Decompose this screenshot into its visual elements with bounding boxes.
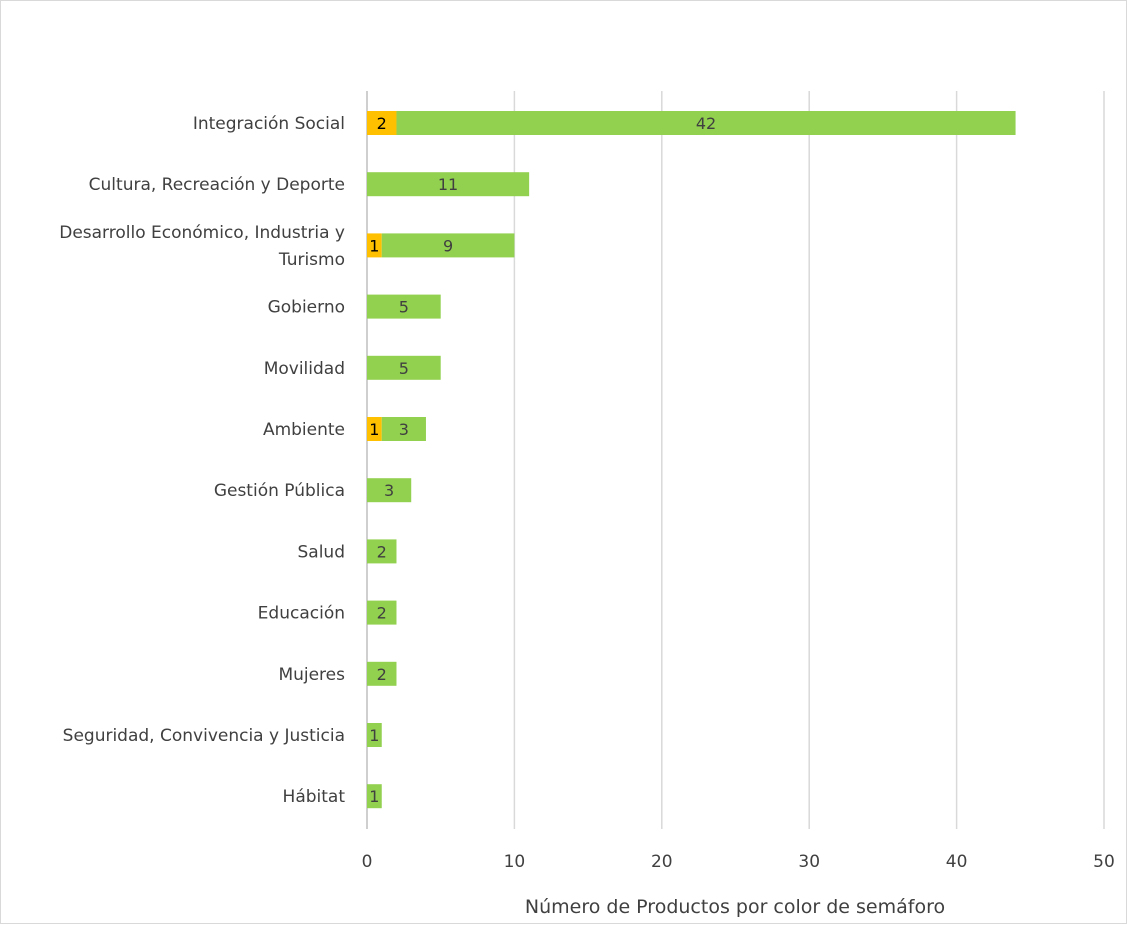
category-label: Hábitat [283,787,346,807]
category-label: Desarrollo Económico, Industria y [59,223,345,243]
data-label: 11 [438,175,458,194]
bar-segment [396,111,1016,135]
data-label: 5 [399,359,409,378]
data-label: 1 [369,726,379,745]
category-label: Gobierno [268,298,345,318]
data-label: 42 [696,114,716,133]
x-tick-label: 50 [1093,852,1115,872]
bar-segment [367,539,397,564]
bar-segment [367,355,441,380]
bar-segment [381,417,426,441]
category-label: Turismo [278,250,345,270]
category-label: Salud [298,542,346,562]
category-label: Seguridad, Convivencia y Justicia [63,726,345,746]
bar-segment [367,784,382,809]
category-label: Mujeres [278,665,345,685]
bar-segment [367,417,382,441]
bar-segment [367,661,397,686]
x-tick-label: 40 [946,852,968,872]
category-label: Integración Social [193,114,345,134]
data-label: 3 [399,420,409,439]
data-label: 1 [369,236,379,255]
bar-segment [367,294,441,319]
x-axis-title: Número de Productos por color de semáfor… [525,896,945,918]
data-label: 2 [377,665,387,684]
x-tick-label: 30 [798,852,820,872]
category-label: Educación [258,604,345,624]
bar-segment [381,233,515,258]
data-label: 2 [377,114,387,133]
bar-segment [367,478,412,503]
x-tick-label: 0 [362,852,373,872]
bar-segment [367,233,382,258]
data-label: 5 [399,298,409,317]
data-label: 1 [369,420,379,439]
data-label: 2 [377,542,387,561]
bar-segment [367,600,397,625]
category-label: Ambiente [263,420,345,440]
x-tick-label: 10 [504,852,526,872]
category-label: Cultura, Recreación y Deporte [89,175,345,195]
bar-segment [367,172,530,197]
bar-segment [367,111,397,135]
data-label: 3 [384,481,394,500]
data-label: 9 [443,236,453,255]
x-tick-label: 20 [651,852,673,872]
data-label: 1 [369,787,379,806]
bar-segment [367,723,382,747]
data-label: 2 [377,604,387,623]
category-label: Movilidad [264,359,345,379]
category-label: Gestión Pública [214,481,345,501]
